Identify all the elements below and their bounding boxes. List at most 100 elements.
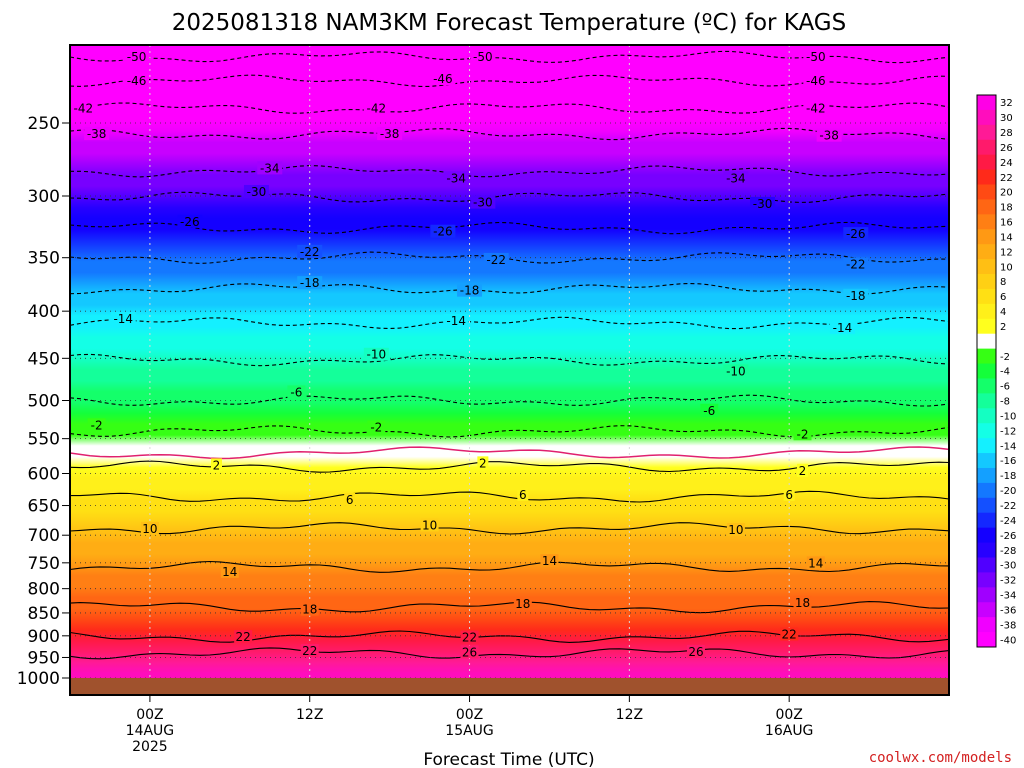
contour-label-bg [540,554,559,568]
contour-label-text: -30 [753,197,773,211]
contour-label-bg [377,127,403,141]
contour-label-text: 26 [462,645,477,659]
contour-label: 14 [806,556,825,570]
contour-label-bg [363,347,389,361]
contour-label: 6 [517,487,529,502]
plot-area: -50 -50 -50-46 -46 -46-42 -42 -42-38 -38 -38-34-… [70,45,949,695]
contour-line [70,165,949,178]
colorbar-frame [976,94,997,648]
contour-label: 22 [234,630,253,644]
colorbar-swatch [977,214,996,230]
contour-label: -50 [124,49,150,64]
colorbar-tick-label: -16 [1000,456,1016,467]
contour-label-bg [234,630,253,644]
colorbar-swatch [977,423,996,439]
contour-line [70,191,949,203]
colorbar-tick-label: -26 [1000,531,1016,542]
colorbar-tick-label: 12 [1000,247,1013,258]
contour-label-bg [797,463,808,477]
contour-label-text: -46 [433,72,453,86]
contour-line [70,522,949,535]
contour-label: 2 [211,458,222,472]
contour-label: -10 [363,347,389,362]
y-tick-label: 1000 [17,669,60,689]
contour-label-text: 6 [519,488,527,502]
contour-label-text: -2 [91,418,103,432]
contour-label-text: 22 [462,631,477,645]
y-tick-label: 300 [28,187,60,207]
contour-label-text: -2 [370,421,382,435]
contour-label-bg [344,492,356,506]
contour-label-bg [700,403,719,417]
contour-label: -22 [297,244,323,259]
contour-label: -50 [803,49,829,64]
contour-label-text: -18 [460,284,480,298]
contour-line [70,630,949,643]
contour-label: -42 [803,101,829,115]
contour-label-text: -22 [486,253,506,267]
grid-lines [70,45,949,695]
contour-label: 22 [460,630,479,645]
contour-label-text: -38 [87,127,107,141]
contour-label-bg [750,196,776,210]
contour-label: 22 [780,627,799,641]
y-tick-label: 400 [28,302,60,322]
temperature-field [70,45,949,695]
contour-label-bg [124,73,150,87]
contour-label-bg [297,244,323,258]
contour-label-text: -26 [846,227,866,241]
contour-label-bg [793,595,812,609]
colorbar-swatch [977,184,996,200]
contour-label-bg [460,645,479,659]
contour-line [70,394,949,407]
colorbar-tick-label: 6 [1000,292,1006,303]
colorbar-tick-label: -10 [1000,411,1016,422]
contour-label: -26 [177,214,203,229]
contour-label-text: -22 [300,245,320,259]
y-tick-label: 650 [28,497,60,517]
contour-label-text: 26 [688,645,703,659]
y-tick-label: 850 [28,604,60,624]
x-axis-label: Forecast Time (UTC) [423,750,594,768]
contour-label: -18 [843,288,869,303]
y-tick-label: 550 [28,430,60,450]
contour-label-bg [470,195,496,209]
contour-label-text: 22 [782,627,797,641]
contour-label-bg [457,283,483,297]
colorbar-tick-label: -2 [1000,352,1010,363]
contour-label: -46 [124,73,150,88]
contour-label-bg [686,644,705,658]
colorbar-swatch [977,542,996,558]
contour-label: -42 [363,101,389,115]
contour-label-bg [806,556,825,570]
contour-label: 6 [344,492,356,507]
y-tick-label: 350 [28,249,60,269]
contour-label-text: 14 [808,556,823,570]
contour-label: -30 [243,184,269,199]
x-tick-label: 14AUG [126,723,175,739]
colorbar-swatch [977,229,996,245]
colorbar-tick-label: -14 [1000,441,1016,452]
contour-line [70,282,949,295]
contour-label-text: -14 [833,321,853,335]
colorbar-tick-label: 22 [1000,173,1013,184]
colorbar-swatch [977,318,996,335]
contour-label-bg [513,596,532,610]
contour-label-text: 10 [728,523,743,537]
x-tick-label: 16AUG [765,723,814,739]
contour-label-text: -42 [367,101,387,115]
colorbar-tick-label: 30 [1000,113,1013,124]
colorbar-tick-label: -36 [1000,605,1016,616]
contour-label-bg [723,364,749,378]
contour-label-text: -42 [74,101,94,115]
colorbar-tick-label: 4 [1000,307,1006,318]
contour-label: -10 [723,364,749,378]
colorbar-tick-label: -40 [1000,635,1016,646]
contour-label: -34 [723,171,749,185]
x-tick-label: 15AUG [445,723,494,739]
contour-label-bg [803,49,829,63]
colorbar-swatch [977,587,996,603]
contour-label: -14 [443,314,469,328]
contour-label-bg [300,644,319,658]
